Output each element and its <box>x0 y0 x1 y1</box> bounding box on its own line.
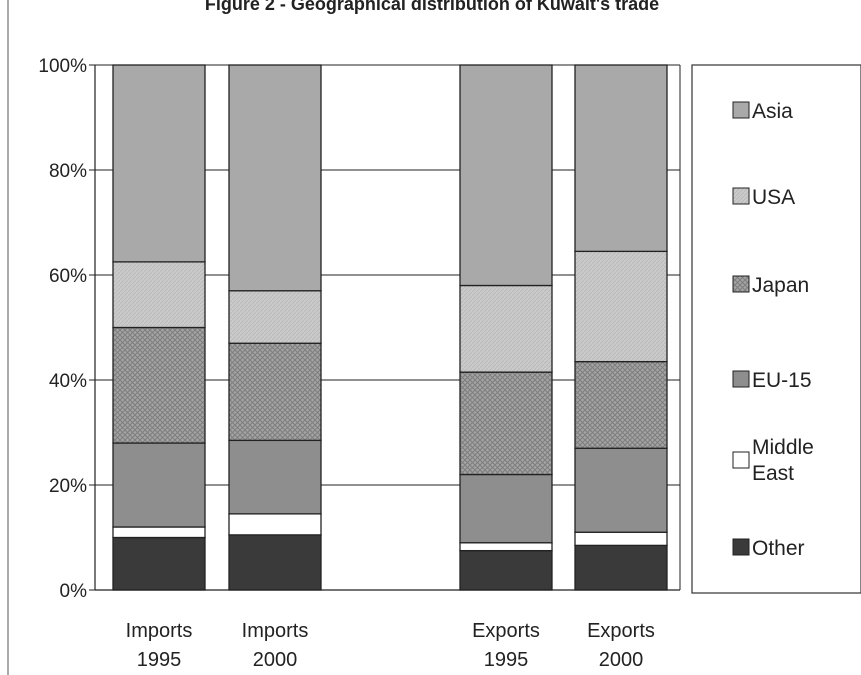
y-tick-label: 80% <box>49 161 87 182</box>
bar-segment-japan <box>574 360 668 449</box>
bar-segment-usa <box>574 250 668 363</box>
x-category-label: 2000 <box>253 649 298 671</box>
bar-segment-usa <box>459 284 553 373</box>
bar-segment-asia <box>112 64 206 263</box>
legend-swatch <box>732 538 750 556</box>
y-tick-label: 100% <box>38 56 87 77</box>
bar-segment-eu-15 <box>228 439 322 515</box>
x-category-label: 1995 <box>137 649 182 671</box>
x-category-label: Exports <box>472 620 540 642</box>
y-tick-label: 20% <box>49 476 87 497</box>
bar-segment-eu-15 <box>112 442 206 528</box>
bar-segment-middle-east <box>459 542 553 552</box>
x-category-label: 1995 <box>484 649 529 671</box>
y-axis: 0% 20% 40% 60% 80% 100% <box>38 56 681 602</box>
bar-segment-other <box>574 544 668 591</box>
bar-segment-asia <box>459 64 553 287</box>
bar-segment-other <box>228 534 322 591</box>
x-category-label: Imports <box>126 620 193 642</box>
legend-swatch <box>732 187 750 205</box>
y-tick-label: 60% <box>49 266 87 287</box>
chart-title: Figure 2 - Geographical distribution of … <box>205 0 659 14</box>
x-category-label: Exports <box>587 620 655 642</box>
bars <box>112 64 668 591</box>
legend-swatch <box>732 101 750 119</box>
bar-segment-asia <box>574 64 668 253</box>
bar-segment-eu-15 <box>574 447 668 533</box>
bar-segment-japan <box>228 342 322 442</box>
legend-label: Japan <box>752 274 809 297</box>
bar-segment-eu-15 <box>459 473 553 544</box>
bar-segment-japan <box>112 326 206 444</box>
category-labels: Imports 1995 Imports 2000 Exports 1995 Exports… <box>126 620 655 671</box>
legend-label: Asia <box>752 100 793 123</box>
legend-label: USA <box>752 186 795 209</box>
x-category-label: 2000 <box>599 649 644 671</box>
bar-segment-japan <box>459 371 553 476</box>
legend-swatch <box>732 275 750 293</box>
bar-segment-middle-east <box>112 526 206 539</box>
legend-label: Other <box>752 537 805 560</box>
bar-segment-asia <box>228 64 322 292</box>
bar-segment-other <box>459 549 553 591</box>
bar-segment-middle-east <box>574 531 668 547</box>
legend-swatch <box>732 451 750 469</box>
bar-segment-usa <box>112 261 206 329</box>
x-category-label: Imports <box>242 620 309 642</box>
legend-swatch <box>732 370 750 388</box>
legend-label: East <box>752 462 794 485</box>
y-tick-label: 0% <box>60 581 88 602</box>
bar-segment-other <box>112 536 206 591</box>
legend-box <box>691 64 861 594</box>
legend-label: Middle <box>752 436 814 459</box>
legend-label: EU-15 <box>752 369 812 392</box>
bar-segment-middle-east <box>228 513 322 536</box>
bar-segment-usa <box>228 290 322 344</box>
y-tick-label: 40% <box>49 371 87 392</box>
legend: Asia USA Japan EU-15 Middle East Other <box>732 100 814 560</box>
